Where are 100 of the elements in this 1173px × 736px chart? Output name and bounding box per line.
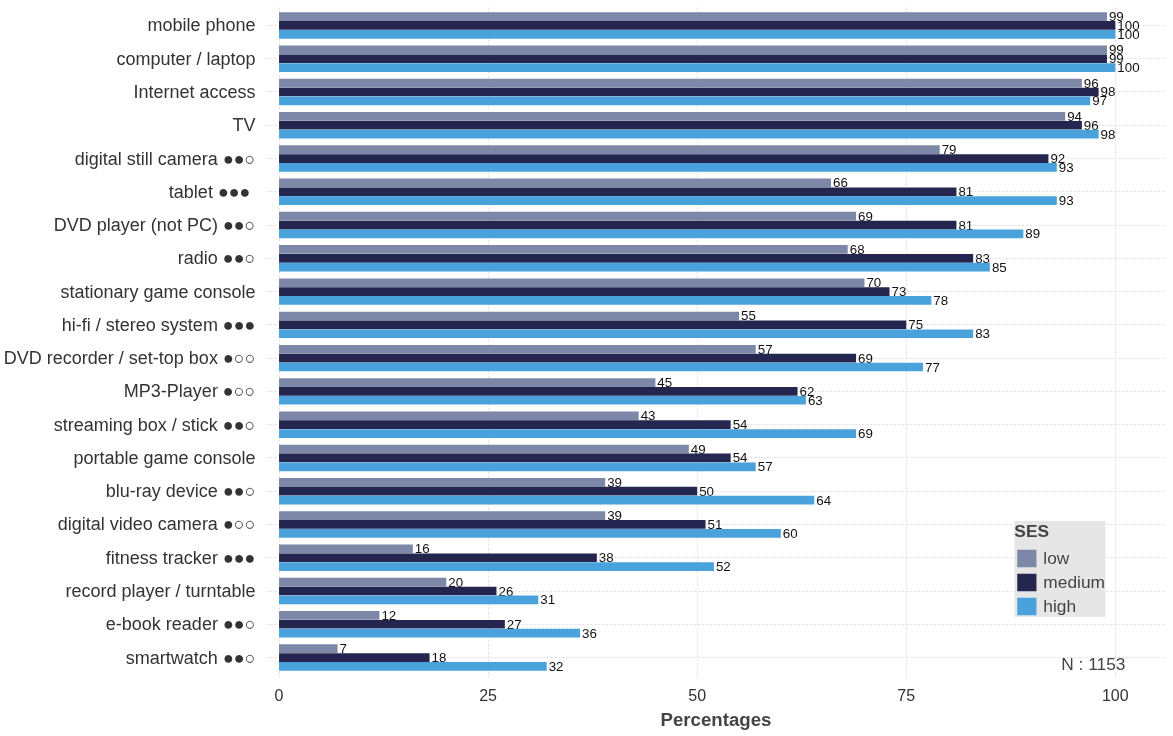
data-label: 79	[941, 142, 957, 158]
bar	[279, 287, 890, 296]
data-label: 83	[975, 250, 990, 266]
x-tick-label: 100	[1101, 686, 1129, 704]
legend-label: medium	[1043, 571, 1105, 593]
bar	[279, 378, 656, 387]
y-tick-label: fitness tracker ●●●	[105, 547, 256, 568]
bar	[279, 54, 1107, 64]
bar	[279, 21, 1116, 30]
data-label: 77	[924, 359, 940, 375]
data-label: 27	[506, 616, 522, 632]
y-tick-label: digital video camera ●○○	[57, 514, 256, 535]
annotation: N : 1153	[1061, 653, 1126, 674]
bar	[279, 462, 756, 472]
data-label: 68	[849, 241, 865, 257]
data-label: 36	[582, 625, 597, 641]
y-tick-label: MP3-Player ●○○	[123, 381, 256, 402]
data-label: 75	[908, 317, 924, 333]
bar	[279, 96, 1091, 106]
data-label: 73	[891, 284, 907, 300]
y-tick-label: TV	[232, 115, 256, 136]
data-label: 98	[1100, 126, 1116, 142]
data-label: 60	[782, 525, 798, 541]
data-label: 66	[832, 175, 848, 191]
bar	[279, 29, 1116, 39]
data-label: 20	[448, 574, 464, 590]
data-label: 94	[1067, 108, 1083, 124]
bar	[279, 495, 815, 505]
y-tick-label: streaming box / stick ●●○	[53, 414, 256, 435]
legend-label: low	[1043, 547, 1070, 569]
bar	[279, 329, 974, 339]
y-tick-label: blu-ray device ●●○	[105, 481, 256, 502]
bar	[279, 78, 1082, 88]
bar	[279, 520, 706, 529]
bar	[279, 429, 857, 438]
data-label: 93	[1058, 193, 1074, 209]
data-label: 39	[607, 474, 623, 490]
data-label: 57	[757, 459, 773, 475]
bar	[279, 577, 447, 587]
data-label: 64	[816, 492, 832, 508]
bar	[279, 453, 731, 463]
bar	[279, 411, 639, 421]
bar	[279, 420, 731, 430]
data-label: 18	[431, 650, 447, 666]
y-tick-label: digital still camera ●●○	[74, 148, 256, 169]
bar	[279, 245, 848, 254]
bar	[279, 220, 957, 230]
bar	[279, 611, 380, 620]
legend-title: SES	[1014, 521, 1051, 542]
bar	[279, 486, 698, 496]
bar	[279, 63, 1116, 72]
bar	[279, 253, 974, 263]
bar	[279, 145, 940, 155]
y-tick-label: Internet access	[133, 82, 256, 102]
y-tick-label: record player / turntable	[65, 581, 256, 601]
bar	[279, 362, 923, 372]
data-label: 50	[699, 483, 715, 499]
bar	[279, 154, 1049, 163]
data-label: 43	[640, 408, 656, 424]
bar	[279, 211, 857, 221]
y-tick-label: DVD recorder / set-top box ●○○	[3, 348, 256, 369]
y-tick-label: tablet ●●●	[168, 181, 251, 202]
y-tick-label: portable game console	[73, 447, 256, 468]
data-label: 45	[657, 375, 673, 391]
data-label: 26	[498, 583, 514, 599]
data-label: 55	[741, 308, 756, 324]
bar	[279, 229, 1024, 239]
data-label: 12	[381, 607, 397, 623]
bar	[279, 444, 689, 454]
data-label: 51	[707, 516, 723, 532]
bar	[279, 619, 505, 629]
data-label: 69	[858, 350, 873, 366]
data-label: 39	[607, 508, 623, 524]
bar	[279, 262, 990, 272]
data-label: 70	[866, 275, 882, 291]
data-label: 69	[858, 426, 873, 442]
bar	[279, 562, 714, 571]
y-tick-label: smartwatch ●●○	[125, 647, 256, 668]
data-label: 38	[598, 550, 614, 566]
x-tick-label: 50	[688, 686, 707, 704]
x-tick-label: 25	[479, 686, 498, 704]
data-label: 52	[715, 559, 731, 575]
data-label: 54	[732, 417, 749, 433]
bar	[279, 662, 547, 671]
bar	[279, 344, 756, 354]
bar	[279, 163, 1057, 172]
bar	[279, 653, 430, 662]
bar	[279, 278, 865, 288]
y-tick-label: radio ●●○	[177, 248, 256, 269]
data-label: 78	[933, 292, 949, 308]
bar	[279, 296, 932, 305]
bar	[279, 178, 831, 188]
bar	[279, 395, 806, 405]
data-label: 54	[732, 450, 749, 466]
bar	[279, 595, 539, 605]
data-label: 69	[858, 208, 873, 224]
bar	[279, 528, 781, 538]
data-label: 32	[548, 658, 564, 674]
bar	[279, 544, 413, 554]
bar	[279, 129, 1099, 139]
